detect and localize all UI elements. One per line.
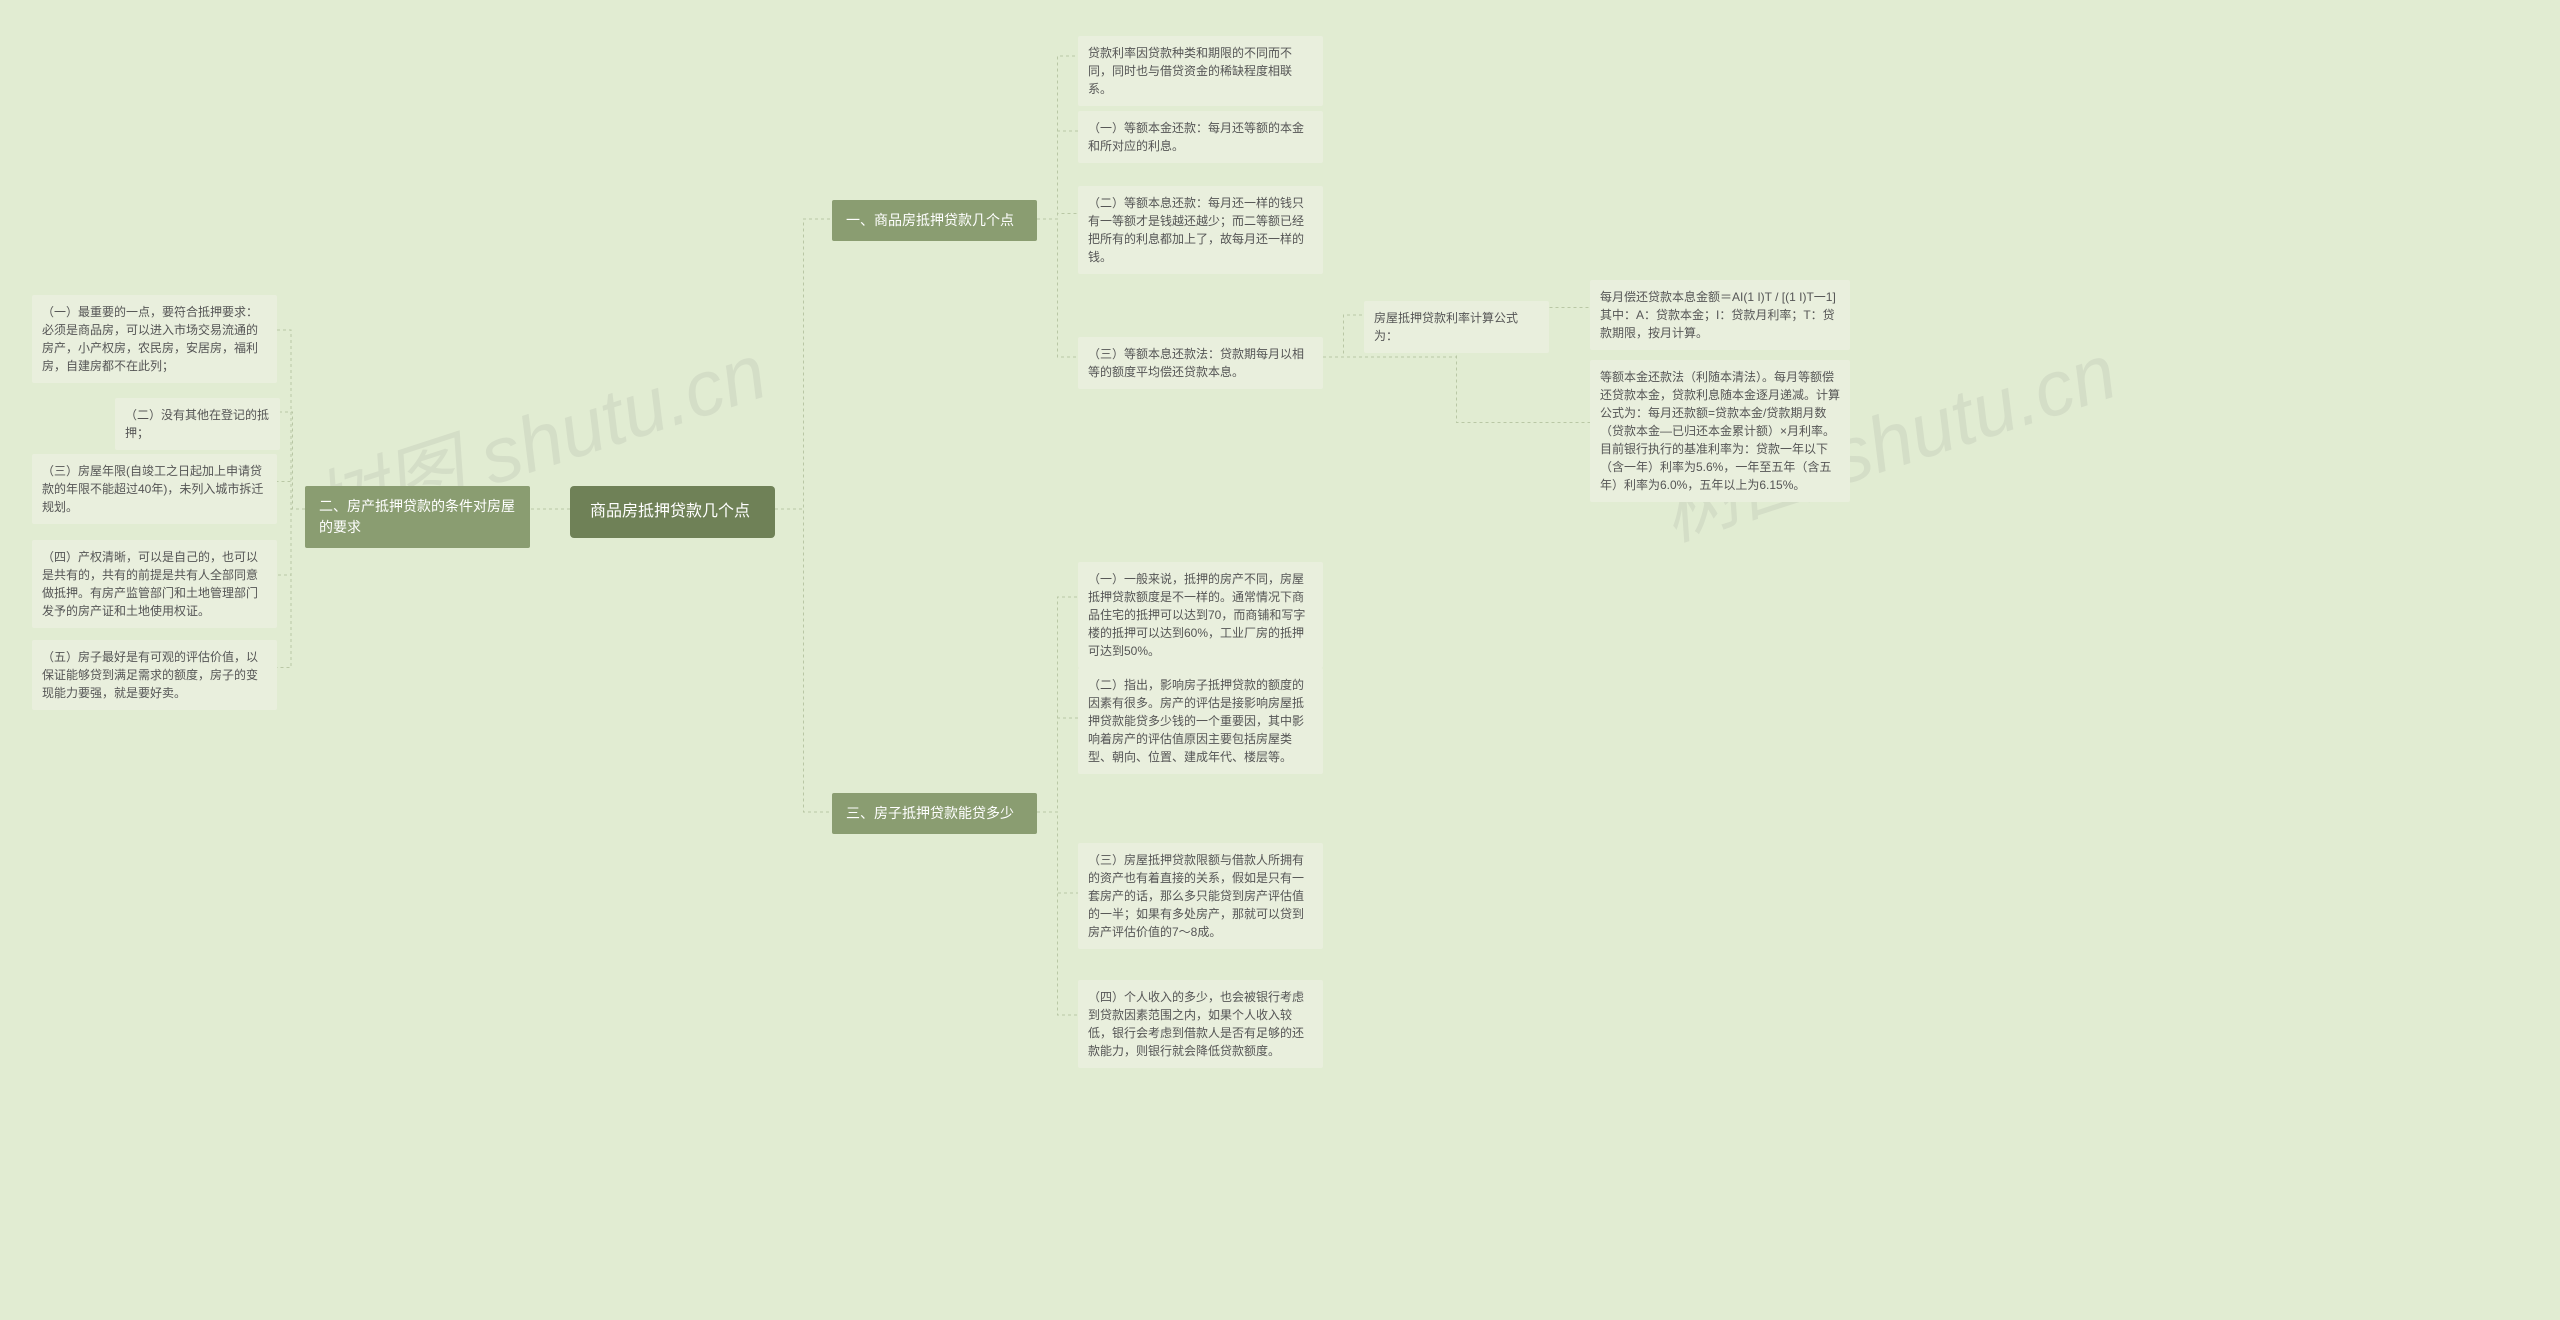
leaf-node: （二）指出，影响房子抵押贷款的额度的因素有很多。房产的评估是接影响房屋抵押贷款能… xyxy=(1078,668,1323,774)
leaf-node: （一）一般来说，抵押的房产不同，房屋抵押贷款额度是不一样的。通常情况下商品住宅的… xyxy=(1078,562,1323,668)
leaf-node: 房屋抵押贷款利率计算公式为： xyxy=(1364,301,1549,353)
leaf-node: 每月偿还贷款本息金额＝AI(1 I)T / [(1 I)T一1] 其中：A：贷款… xyxy=(1590,280,1850,350)
leaf-node: （一）等额本金还款：每月还等额的本金和所对应的利息。 xyxy=(1078,111,1323,163)
leaf-node: 等额本金还款法（利随本清法）。每月等额偿还贷款本金，贷款利息随本金逐月递减。计算… xyxy=(1590,360,1850,502)
leaf-node: （三）房屋抵押贷款限额与借款人所拥有的资产也有着直接的关系，假如是只有一套房产的… xyxy=(1078,843,1323,949)
leaf-node: （五）房子最好是有可观的评估价值，以保证能够贷到满足需求的额度，房子的变现能力要… xyxy=(32,640,277,710)
leaf-node: （三）房屋年限(自竣工之日起加上申请贷款的年限不能超过40年)，未列入城市拆迁规… xyxy=(32,454,277,524)
leaf-node: （二）没有其他在登记的抵押； xyxy=(115,398,280,450)
leaf-node: （一）最重要的一点，要符合抵押要求：必须是商品房，可以进入市场交易流通的房产，小… xyxy=(32,295,277,383)
branch-node: 二、房产抵押贷款的条件对房屋的要求 xyxy=(305,486,530,548)
branch-node: 一、商品房抵押贷款几个点 xyxy=(832,200,1037,241)
leaf-node: （四）产权清晰，可以是自己的，也可以是共有的，共有的前提是共有人全部同意做抵押。… xyxy=(32,540,277,628)
branch-node: 三、房子抵押贷款能贷多少 xyxy=(832,793,1037,834)
root-node: 商品房抵押贷款几个点 xyxy=(570,486,775,538)
leaf-node: （四）个人收入的多少，也会被银行考虑到贷款因素范围之内，如果个人收入较低，银行会… xyxy=(1078,980,1323,1068)
leaf-node: （二）等额本息还款：每月还一样的钱只有一等额才是钱越还越少；而二等额已经把所有的… xyxy=(1078,186,1323,274)
leaf-node: 贷款利率因贷款种类和期限的不同而不同，同时也与借贷资金的稀缺程度相联系。 xyxy=(1078,36,1323,106)
leaf-node: （三）等额本息还款法：贷款期每月以相等的额度平均偿还贷款本息。 xyxy=(1078,337,1323,389)
